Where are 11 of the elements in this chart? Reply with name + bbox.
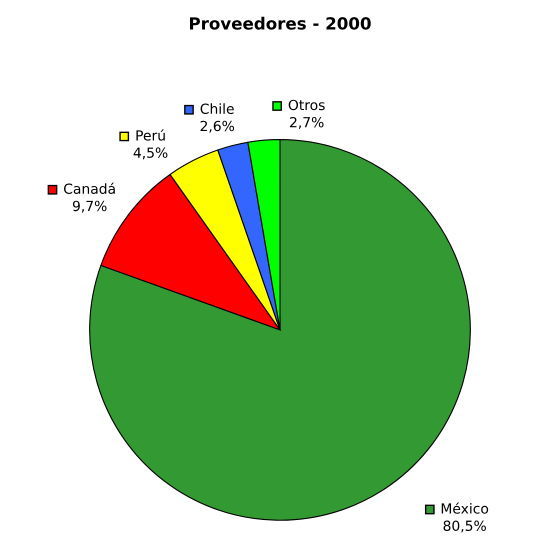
data-label: 9,7% — [72, 200, 107, 213]
legend-label: Otros — [288, 100, 325, 110]
legend-label: Perú — [136, 129, 165, 141]
legend-label: Canadá — [64, 182, 115, 194]
chart-title: Proveedores - 2000 — [190, 16, 371, 30]
legend-label: Chile — [200, 103, 234, 114]
data-label: 4,5% — [134, 147, 168, 160]
data-label: 2,7% — [290, 116, 324, 129]
legend-label: México — [442, 502, 488, 514]
data-label: 80,5% — [444, 520, 486, 532]
data-label: 2,6% — [200, 120, 234, 133]
